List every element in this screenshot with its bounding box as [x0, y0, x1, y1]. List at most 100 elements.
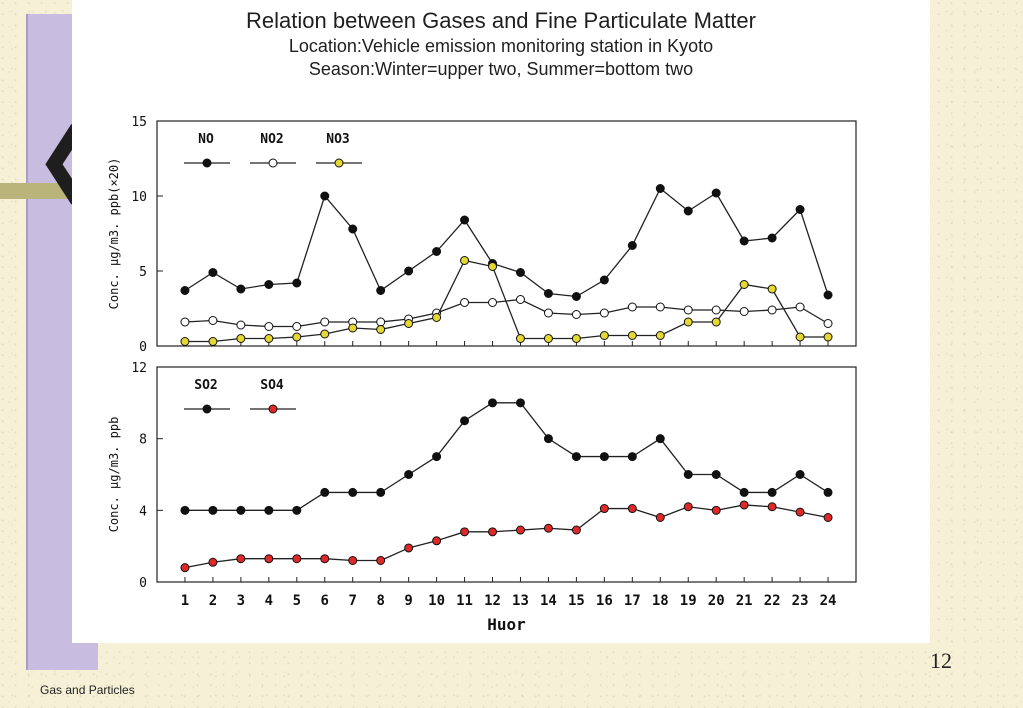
- data-point-no2: [460, 298, 470, 307]
- data-point-no: [655, 184, 665, 193]
- y-tick-label: 0: [139, 576, 147, 591]
- data-point-so2: [208, 505, 218, 515]
- x-tick-label: 19: [680, 593, 697, 609]
- y-axis-label-lower: Conc. μg/m3. ppb: [107, 417, 121, 533]
- x-tick-label: 4: [265, 593, 273, 609]
- legend-marker-so4: [268, 404, 278, 414]
- x-tick-label: 7: [349, 593, 357, 609]
- data-point-so2: [292, 505, 302, 515]
- x-tick-label: 14: [540, 593, 557, 609]
- legend-marker-so2: [202, 404, 212, 414]
- data-point-no3: [320, 329, 330, 339]
- data-point-so4: [320, 554, 330, 564]
- data-point-so4: [264, 554, 274, 564]
- data-point-so2: [767, 487, 777, 497]
- data-point-so4: [823, 513, 833, 522]
- data-point-so4: [236, 554, 246, 564]
- y-tick-label: 12: [131, 361, 147, 376]
- y-tick-label: 8: [139, 433, 147, 448]
- data-point-no: [823, 290, 833, 300]
- data-point-no: [711, 188, 721, 198]
- data-point-so2: [488, 398, 498, 408]
- data-point-so2: [264, 505, 274, 515]
- plot-frame-upper: [156, 120, 857, 347]
- data-point-no: [515, 268, 525, 277]
- y-axis-label-upper: Conc. μg/m3. ppb(×20): [107, 158, 121, 310]
- data-point-so4: [795, 507, 805, 517]
- data-point-so2: [376, 487, 386, 497]
- x-tick-label: 15: [568, 593, 585, 609]
- x-tick-label: 9: [404, 593, 412, 609]
- data-point-no2: [488, 298, 498, 307]
- data-point-no: [180, 286, 190, 295]
- data-point-so2: [571, 452, 581, 462]
- data-point-no: [432, 247, 442, 256]
- data-point-no2: [599, 308, 609, 318]
- data-point-no3: [571, 334, 581, 343]
- data-point-no3: [432, 313, 442, 322]
- x-tick-label: 21: [736, 593, 753, 609]
- data-point-so4: [543, 523, 553, 533]
- x-tick-label: 24: [820, 593, 837, 609]
- legend-marker-no2: [268, 158, 278, 168]
- data-point-so4: [376, 556, 386, 565]
- data-point-so4: [683, 502, 693, 512]
- data-point-no2: [320, 317, 330, 327]
- data-point-so2: [404, 470, 414, 479]
- series-line-no3: [184, 259, 829, 343]
- data-point-so2: [460, 416, 470, 426]
- data-point-no: [767, 233, 777, 243]
- series-line-so2: [184, 402, 829, 511]
- y-tick-label: 0: [139, 340, 147, 355]
- data-point-no: [627, 241, 637, 250]
- data-point-no3: [739, 280, 749, 289]
- data-point-so2: [739, 487, 749, 497]
- data-point-no2: [264, 322, 274, 331]
- data-point-no3: [627, 331, 637, 340]
- data-point-no: [460, 215, 470, 225]
- data-point-no3: [823, 332, 833, 342]
- data-point-so2: [655, 434, 665, 444]
- y-tick-label: 5: [139, 265, 147, 280]
- figure-title: Relation between Gases and Fine Particul…: [246, 8, 756, 33]
- data-point-so2: [320, 487, 330, 497]
- data-point-no3: [404, 319, 414, 328]
- data-point-no3: [683, 317, 693, 327]
- legend-label-so4: SO4: [260, 378, 284, 393]
- x-tick-label: 17: [624, 593, 641, 609]
- data-point-so2: [599, 452, 609, 462]
- data-point-so4: [571, 525, 581, 535]
- data-point-so4: [515, 525, 525, 535]
- x-tick-label: 18: [652, 593, 669, 609]
- legend-label-no: NO: [198, 132, 214, 147]
- x-tick-label: 5: [293, 593, 301, 609]
- data-point-no3: [488, 262, 498, 271]
- data-point-so4: [348, 556, 358, 565]
- data-point-no3: [515, 334, 525, 343]
- data-point-so4: [180, 563, 190, 573]
- data-point-no3: [767, 284, 777, 294]
- x-tick-label: 22: [764, 593, 781, 609]
- data-point-no: [348, 224, 358, 234]
- data-point-no2: [683, 305, 693, 315]
- legend-marker-no3: [334, 158, 344, 168]
- x-tick-label: 12: [484, 593, 501, 609]
- data-point-no: [320, 191, 330, 201]
- data-point-so2: [432, 452, 442, 462]
- data-point-so4: [488, 527, 498, 537]
- data-point-no3: [348, 323, 358, 333]
- data-point-so4: [404, 543, 414, 553]
- data-point-no2: [571, 310, 581, 319]
- data-point-so2: [515, 398, 525, 408]
- data-point-so4: [655, 513, 665, 522]
- data-point-no3: [208, 337, 218, 346]
- data-point-so4: [292, 554, 302, 564]
- y-tick-label: 4: [139, 504, 147, 519]
- data-point-so4: [599, 504, 609, 514]
- legend-marker-no: [202, 158, 212, 168]
- data-point-so4: [711, 505, 721, 515]
- data-point-no2: [739, 307, 749, 316]
- data-point-so2: [236, 505, 246, 515]
- data-point-so4: [739, 500, 749, 510]
- data-point-no: [683, 206, 693, 216]
